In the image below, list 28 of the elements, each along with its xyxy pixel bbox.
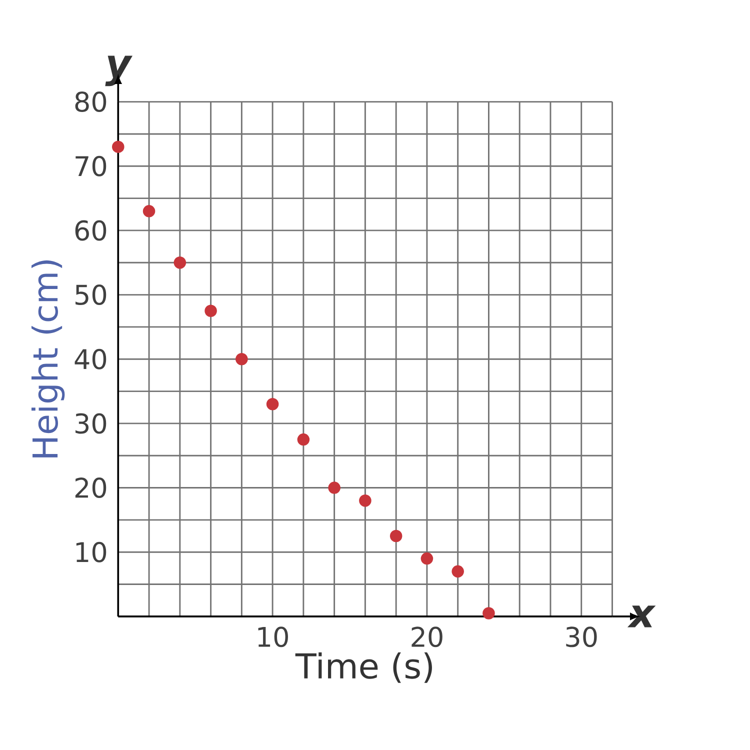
point	[297, 433, 310, 446]
text: x	[627, 606, 656, 628]
point	[452, 565, 464, 578]
y-tick-label: 50	[76, 284, 106, 306]
x-axis-title: Time (s)	[295, 652, 432, 683]
x-tick-label: 10	[258, 626, 288, 648]
point	[236, 352, 248, 366]
point	[266, 398, 279, 410]
y-axis-title: Height (cm)	[31, 260, 65, 458]
y-tick-label: 80	[75, 92, 106, 112]
y-tick-label: 60	[75, 220, 106, 241]
point	[174, 256, 186, 269]
x-tick-label: 20	[412, 626, 442, 648]
y-tick-label: 70	[76, 156, 106, 176]
y-tick-label: 20	[75, 478, 106, 498]
x-tick-label: 30	[566, 626, 597, 648]
point	[328, 482, 340, 494]
point	[420, 552, 434, 565]
y-tick-label: 40	[74, 348, 106, 370]
point	[142, 205, 156, 218]
point	[204, 304, 217, 318]
y-tick-label: 30	[76, 413, 106, 434]
point	[390, 530, 402, 542]
y-tick-label: 10	[76, 542, 106, 562]
text: y	[105, 56, 132, 86]
point	[112, 140, 124, 153]
point	[482, 607, 495, 620]
point	[359, 494, 372, 507]
